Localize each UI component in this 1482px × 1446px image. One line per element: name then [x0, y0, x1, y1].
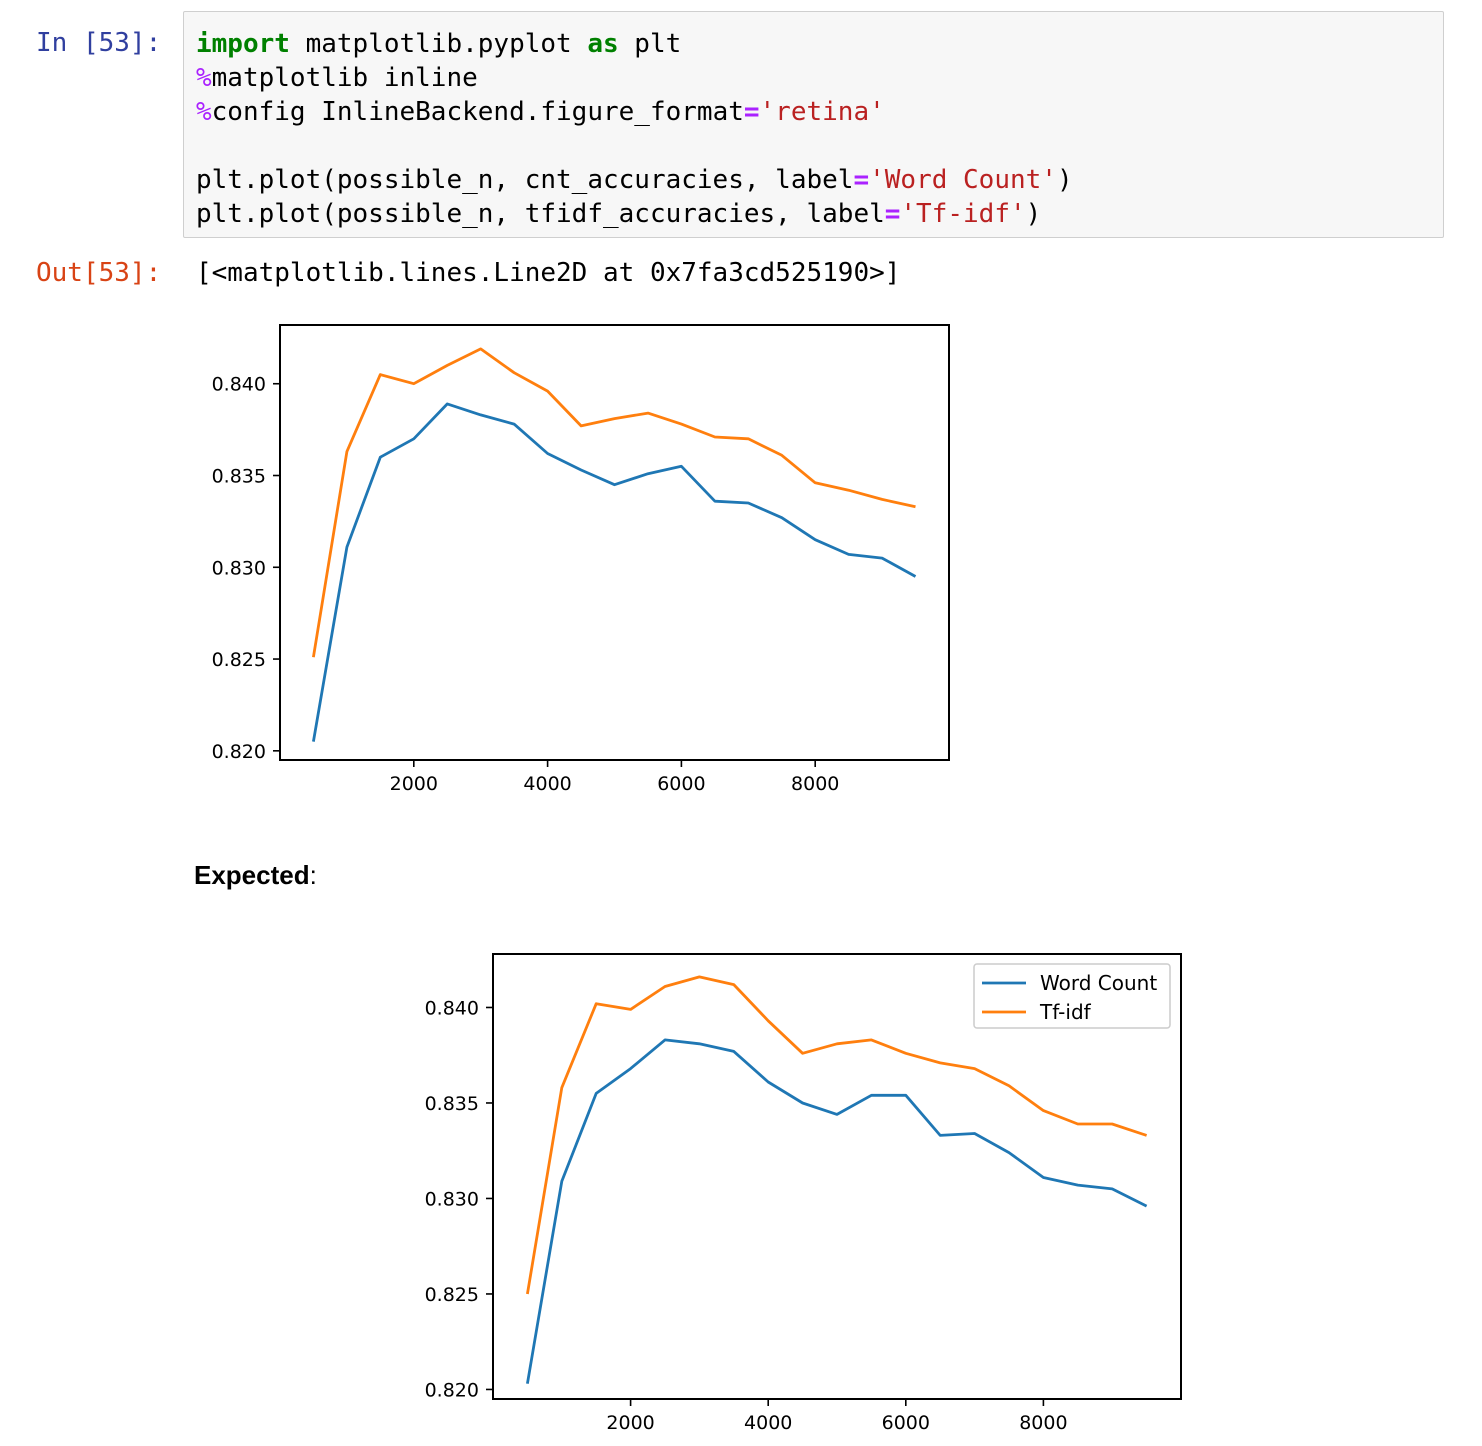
code-token: matplotlib.pyplot — [289, 29, 588, 59]
code-token: = — [853, 165, 870, 195]
code-token: % — [196, 97, 212, 127]
code-token: = — [743, 97, 760, 127]
expected-colon: : — [309, 860, 317, 890]
code-token: 'Tf-idf' — [900, 199, 1026, 229]
legend-label: Word Count — [1040, 971, 1157, 995]
legend-label: Tf-idf — [1039, 1000, 1092, 1024]
x-tick-label: 6000 — [657, 773, 705, 795]
code-token: plt.plot(possible_n, cnt_accuracies, lab… — [196, 165, 854, 195]
y-tick-label: 0.825 — [425, 1284, 479, 1306]
y-tick-label: 0.840 — [425, 997, 479, 1019]
x-tick-label: 4000 — [523, 773, 571, 795]
code-token: import — [196, 29, 290, 59]
expected-heading: Expected: — [194, 860, 317, 891]
x-tick-label: 6000 — [882, 1412, 930, 1434]
axes-frame — [492, 953, 1182, 1400]
expected-chart: 2000 4000 6000 8000 0.820 0.825 0.830 0.835 0.84… — [425, 953, 1182, 1434]
output-prompt: Out[53]: — [36, 258, 162, 288]
axes-frame — [279, 324, 950, 761]
code-token: % — [196, 63, 212, 93]
y-tick-label: 0.820 — [212, 741, 266, 763]
code-token: matplotlib inline — [211, 63, 478, 93]
series-line-tfidf — [312, 347, 916, 658]
code-line — [196, 129, 1431, 163]
y-tick-label: 0.835 — [425, 1093, 479, 1115]
input-prompt: In [53]: — [36, 28, 162, 58]
code-line: plt.plot(possible_n, tfidf_accuracies, l… — [196, 197, 1431, 231]
code-token: plt.plot(possible_n, tfidf_accuracies, l… — [196, 199, 885, 229]
code-line: plt.plot(possible_n, cnt_accuracies, lab… — [196, 163, 1431, 197]
expected-label: Expected — [194, 860, 310, 890]
x-tick-label: 8000 — [791, 773, 839, 795]
series-line-word-count — [312, 402, 917, 742]
series-line-tfidf — [526, 975, 1148, 1295]
y-tick-label: 0.835 — [212, 466, 266, 488]
code-line: %config InlineBackend.figure_format='ret… — [196, 95, 1431, 129]
series-line-word-count — [526, 1038, 1148, 1384]
x-tick-label: 2000 — [606, 1412, 654, 1434]
code-line: %matplotlib inline — [196, 61, 1431, 95]
x-tick-label: 4000 — [744, 1412, 792, 1434]
code-token: = — [884, 199, 901, 229]
y-tick-label: 0.830 — [425, 1188, 479, 1210]
x-tick-label: 8000 — [1019, 1412, 1067, 1434]
code-line: import matplotlib.pyplot as plt — [196, 27, 1431, 61]
output-chart: 2000 4000 6000 8000 0.820 0.825 0.830 0.835 0.84… — [212, 324, 950, 795]
code-cell[interactable]: import matplotlib.pyplot as plt %matplotl… — [183, 11, 1444, 238]
code-token: plt — [618, 29, 682, 59]
code-token: as — [587, 29, 619, 59]
y-tick-label: 0.825 — [212, 649, 266, 671]
x-tick-label: 2000 — [390, 773, 438, 795]
y-tick-label: 0.830 — [212, 557, 266, 579]
code-token: ) — [1025, 199, 1042, 229]
code-token: 'Word Count' — [869, 165, 1057, 195]
code-token: 'retina' — [759, 97, 885, 127]
code-token: ) — [1056, 165, 1073, 195]
output-text: [<matplotlib.lines.Line2D at 0x7fa3cd525… — [196, 258, 901, 288]
y-tick-label: 0.820 — [425, 1379, 479, 1401]
y-tick-label: 0.840 — [212, 374, 266, 396]
code-token: config InlineBackend.figure_format — [211, 97, 744, 127]
